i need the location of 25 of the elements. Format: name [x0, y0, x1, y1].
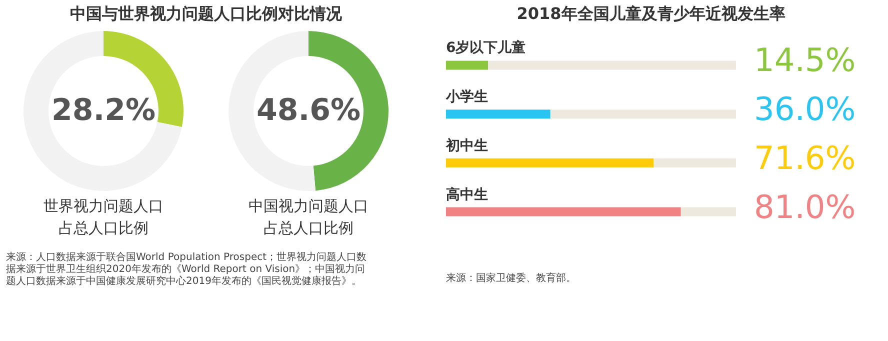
category-label: 小学生	[446, 89, 488, 106]
data-label: 71.6%	[754, 138, 856, 177]
source-note: 来源：国家卫健委、教育部。	[446, 272, 576, 284]
bar	[446, 158, 654, 168]
bar	[446, 110, 550, 119]
category-label: 高中生	[446, 186, 488, 203]
bar	[654, 158, 736, 168]
text: 中国视力问题人口占总人口比例	[248, 197, 368, 237]
data-label: 28.2%	[51, 93, 156, 128]
donut-slice	[24, 31, 182, 191]
category-label: 初中生	[446, 138, 488, 154]
bar	[488, 60, 736, 70]
bar	[550, 110, 736, 119]
source-note: 来源：人口数据来源于联合国World Population Prospect；世界视力问题人口数据来源于世界卫生组织2020年发布的《World Report on Vision》；中国视力问题人口数据来源于中国健康发展研究中心2019年发布的《国民视觉健康报告》。	[6, 251, 367, 287]
bar	[446, 207, 681, 216]
bar	[680, 207, 736, 216]
data-label: 81.0%	[754, 188, 856, 226]
text: 世界视力问题人口占总人口比例	[44, 197, 164, 237]
data-label: 14.5%	[754, 41, 856, 80]
bar	[446, 60, 488, 70]
chart-title: 中国与世界视力问题人口比例对比情况	[70, 4, 343, 23]
data-label: 36.0%	[754, 90, 856, 128]
chart-title: 2018年全国儿童及青少年近视发生率	[516, 4, 786, 23]
category-label: 6岁以下儿童	[446, 40, 526, 56]
data-label: 48.6%	[256, 93, 361, 128]
